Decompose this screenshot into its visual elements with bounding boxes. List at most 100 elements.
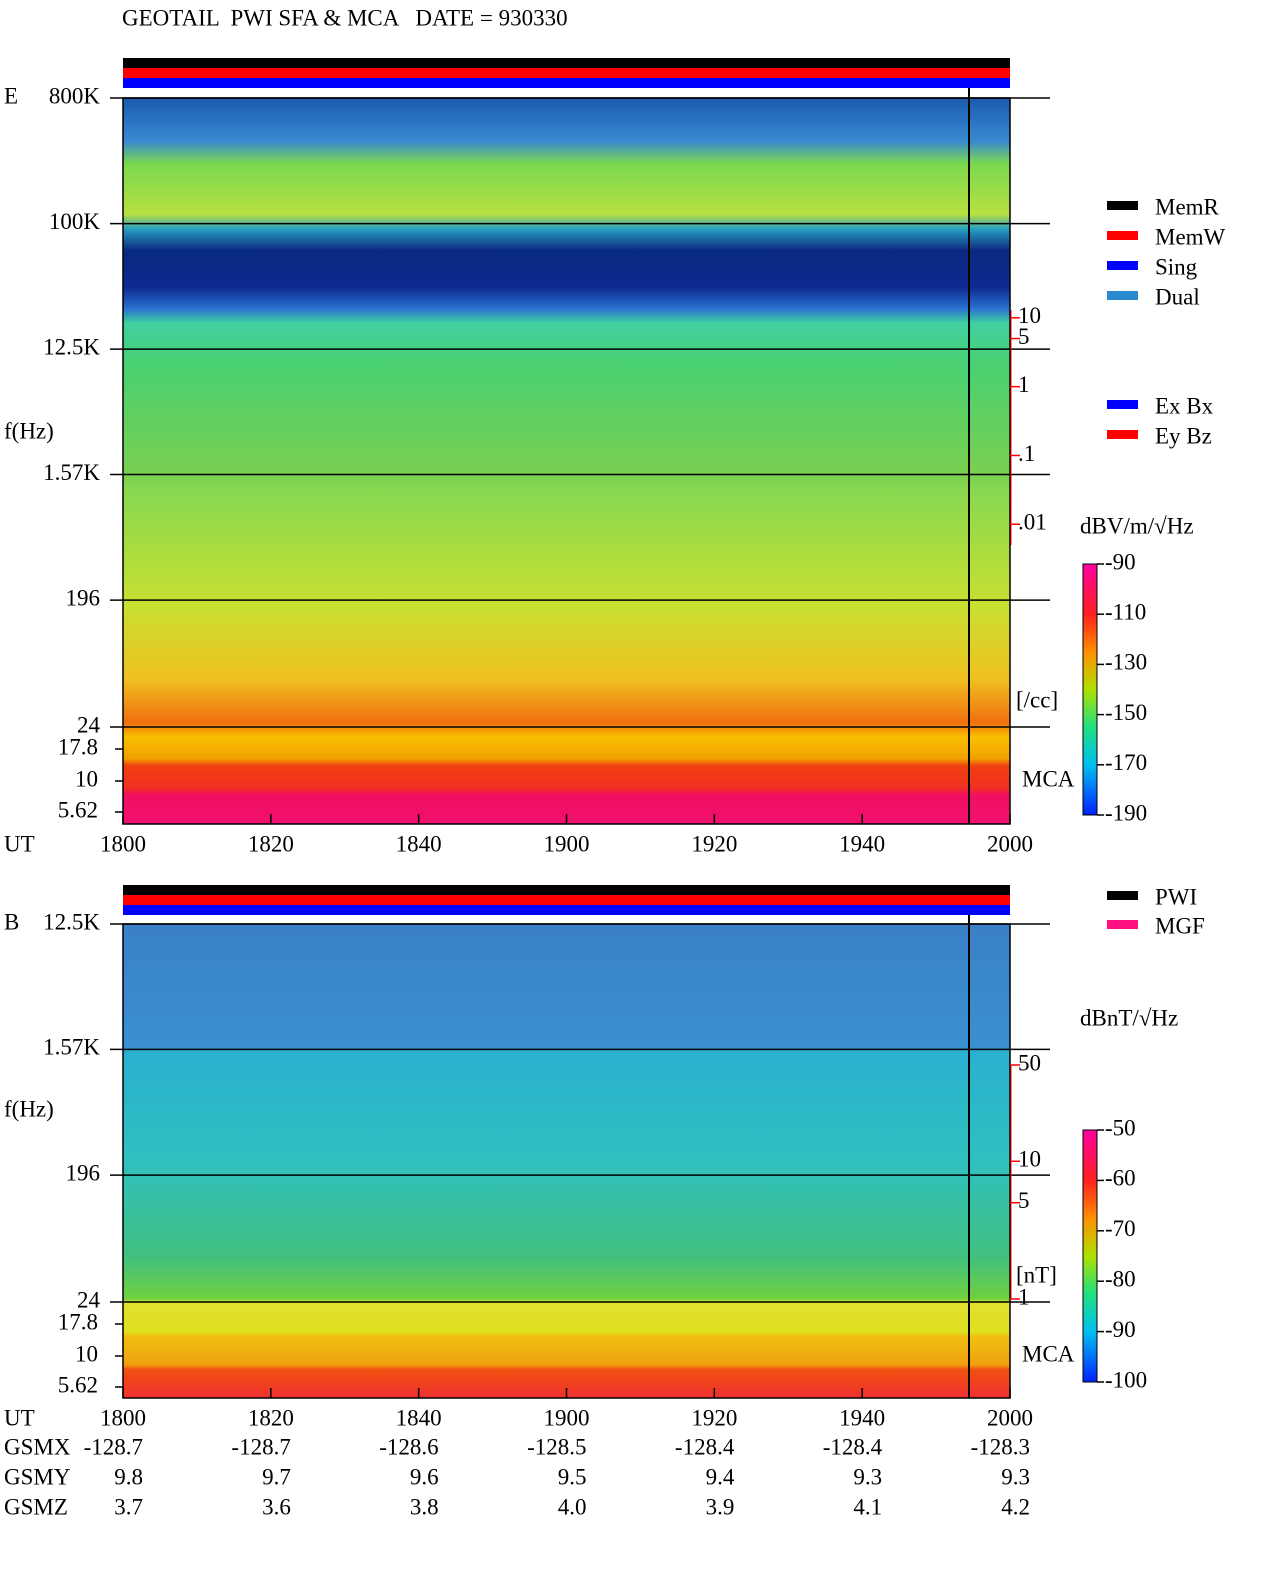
- panel-label: B: [4, 909, 19, 934]
- y2-tick-label: 10: [1018, 303, 1041, 328]
- mca-label: MCA: [1022, 1341, 1075, 1366]
- colorbar-tick-label: -190: [1105, 800, 1147, 825]
- colorbar-tick-label: -90: [1105, 1317, 1136, 1342]
- legend-label: Ex Bx: [1155, 393, 1214, 418]
- x-tick-label: 1800: [100, 831, 146, 856]
- y2-tick-label: 10: [1018, 1147, 1041, 1172]
- orbit-value: 3.6: [262, 1494, 291, 1519]
- colorbar-label: dBnT/√Hz: [1080, 1005, 1178, 1030]
- colorbar-tick-label: -80: [1105, 1266, 1136, 1291]
- orbit-value: -128.4: [823, 1434, 883, 1459]
- orbit-value: 4.1: [853, 1494, 882, 1519]
- colorbar: [1082, 563, 1098, 816]
- status-bars: [123, 58, 1010, 915]
- orbit-value: 9.7: [262, 1464, 291, 1489]
- y-tick-label: 196: [66, 1160, 101, 1185]
- legend-swatch: [1107, 291, 1138, 300]
- legend-label: MemW: [1155, 224, 1226, 249]
- mca-tick-label: 5.62: [58, 797, 98, 822]
- legend-swatch: [1107, 430, 1138, 439]
- colorbar-tick-label: -70: [1105, 1216, 1136, 1241]
- legend-label: MGF: [1155, 913, 1205, 938]
- y-tick-label: 12.5K: [43, 334, 100, 359]
- orbit-value: 4.2: [1001, 1494, 1030, 1519]
- legend-swatch: [1107, 400, 1138, 409]
- legend-label: Sing: [1155, 254, 1198, 279]
- colorbar-tick-label: -60: [1105, 1166, 1136, 1191]
- x-tick-label: 2000: [987, 1405, 1033, 1430]
- x-tick-label: 1820: [248, 1405, 294, 1430]
- colorbar-label: dBV/m/√Hz: [1080, 513, 1194, 538]
- y-axis-label: f(Hz): [4, 418, 54, 443]
- x-tick-label: 1940: [839, 831, 885, 856]
- y-tick-label: 196: [66, 585, 101, 610]
- colorbar-tick-label: -170: [1105, 750, 1147, 775]
- legend-label: PWI: [1155, 884, 1197, 909]
- y2-tick-label: 1: [1018, 1284, 1030, 1309]
- y-tick-label: 1.57K: [43, 1035, 100, 1060]
- legend-label: Dual: [1155, 284, 1200, 309]
- orbit-value: 9.8: [114, 1464, 143, 1489]
- x-tick-label: 2000: [987, 831, 1033, 856]
- y2-tick-label: .01: [1018, 510, 1047, 535]
- panel-label: E: [4, 83, 18, 108]
- legend-swatch: [1107, 920, 1138, 929]
- orbit-value: 9.6: [410, 1464, 439, 1489]
- colorbar-tick-label: -110: [1105, 599, 1146, 624]
- orbit-value: -128.7: [231, 1434, 290, 1459]
- x-axis-label: UT: [4, 1405, 35, 1430]
- x-tick-label: 1920: [691, 1405, 737, 1430]
- mca-tick-label: 10: [75, 766, 98, 791]
- colorbar-tick-label: -130: [1105, 650, 1147, 675]
- y2-tick-label: 50: [1018, 1050, 1041, 1075]
- orbit-value: -128.3: [971, 1434, 1030, 1459]
- orbit-value: 9.3: [853, 1464, 882, 1489]
- legend-swatch: [1107, 261, 1138, 270]
- y-tick-label: 1.57K: [43, 460, 100, 485]
- orbit-row-label: GSMY: [4, 1464, 71, 1489]
- x-tick-label: 1820: [248, 831, 294, 856]
- title: GEOTAIL PWI SFA & MCA DATE = 930330: [122, 5, 568, 30]
- y-axis-label: f(Hz): [4, 1096, 54, 1121]
- y2-label: [nT]: [1016, 1262, 1057, 1287]
- y2-tick-label: 5: [1018, 1188, 1030, 1213]
- orbit-row-label: GSMX: [4, 1434, 71, 1459]
- orbit-value: 4.0: [558, 1494, 587, 1519]
- x-tick-label: 1920: [691, 831, 737, 856]
- orbit-value: -128.4: [675, 1434, 735, 1459]
- legend-swatch: [1107, 201, 1138, 210]
- y2-tick-label: .1: [1018, 441, 1035, 466]
- y2-tick-label: 1: [1018, 372, 1030, 397]
- mca-tick-label: 10: [75, 1341, 98, 1366]
- colorbar-tick-label: -150: [1105, 700, 1147, 725]
- y-tick-label: 800K: [49, 83, 101, 108]
- orbit-value: 3.9: [706, 1494, 735, 1519]
- y-tick-label: 100K: [49, 209, 101, 234]
- x-tick-label: 1900: [544, 1405, 590, 1430]
- orbit-value: 3.7: [114, 1494, 143, 1519]
- spectrogram-e: [123, 98, 1010, 824]
- orbit-value: 9.5: [558, 1464, 587, 1489]
- orbit-value: 9.3: [1001, 1464, 1030, 1489]
- colorbar: [1082, 1129, 1098, 1383]
- mca-tick-label: 17.8: [58, 734, 98, 759]
- y-tick-label: 24: [77, 712, 101, 737]
- legend-swatch: [1107, 891, 1138, 900]
- legend-label: MemR: [1155, 194, 1220, 219]
- orbit-value: 3.8: [410, 1494, 439, 1519]
- mca-label: MCA: [1022, 766, 1075, 791]
- orbit-value: -128.6: [379, 1434, 438, 1459]
- y2-label: [/cc]: [1016, 687, 1058, 712]
- x-tick-label: 1940: [839, 1405, 885, 1430]
- x-tick-label: 1800: [100, 1405, 146, 1430]
- mca-tick-label: 5.62: [58, 1372, 98, 1397]
- legend-label: Ey Bz: [1155, 423, 1212, 448]
- y-tick-label: 12.5K: [43, 909, 100, 934]
- colorbar-tick-label: -100: [1105, 1367, 1147, 1392]
- legend-swatch: [1107, 231, 1138, 240]
- orbit-row-label: GSMZ: [4, 1494, 68, 1519]
- x-tick-label: 1900: [544, 831, 590, 856]
- y-tick-label: 24: [77, 1287, 101, 1312]
- orbit-value: -128.5: [527, 1434, 586, 1459]
